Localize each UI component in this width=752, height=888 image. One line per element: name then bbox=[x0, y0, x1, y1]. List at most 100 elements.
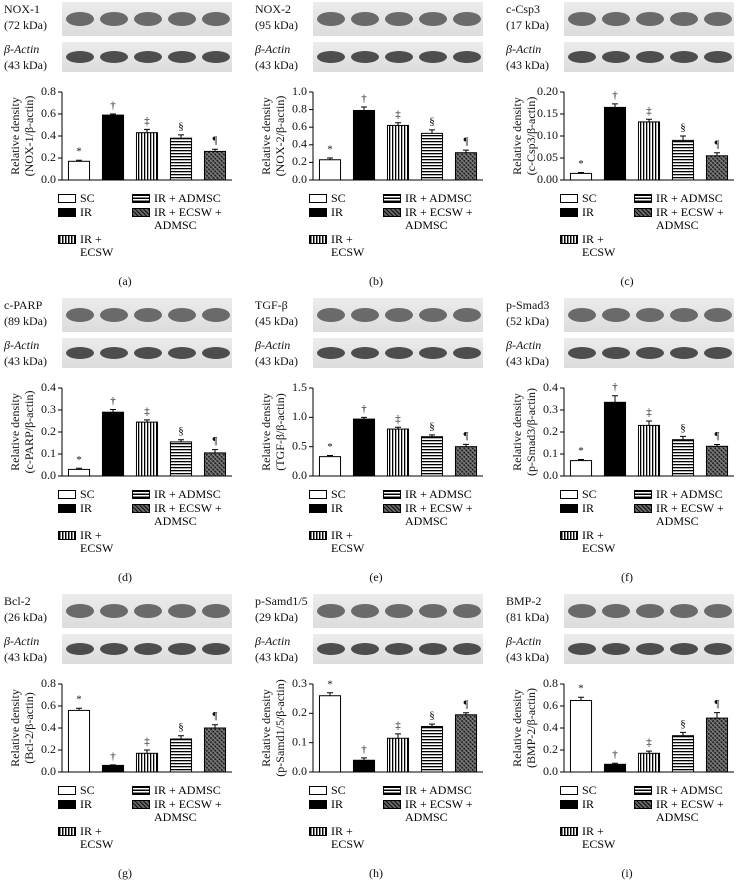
error-bar bbox=[578, 459, 584, 461]
panel: Bcl-2 (26 kDa) β-Actin (43 kDa) 0.0 0.2 0.4 0.6… bbox=[0, 592, 250, 888]
y-tick-label: 1.0 bbox=[292, 84, 307, 98]
bar bbox=[569, 172, 593, 181]
blot-label: (89 kDa) bbox=[4, 314, 47, 328]
blot-band bbox=[419, 347, 447, 359]
y-tick-label: 0.05 bbox=[537, 150, 558, 164]
legend: SC IR + ADMSC IR IR + ECSW + ADMSC IR + ECSW bbox=[309, 488, 501, 555]
blot-band bbox=[670, 51, 698, 63]
legend-label: IR bbox=[331, 501, 343, 515]
panel: c-PARP (89 kDa) β-Actin (43 kDa) 0.0 0.1 0.2 0.… bbox=[0, 296, 250, 592]
legend-item: SC bbox=[309, 784, 383, 797]
legend-item: SC bbox=[309, 192, 383, 205]
blot-band bbox=[385, 643, 413, 655]
significance-label: § bbox=[429, 420, 435, 432]
blot-band bbox=[134, 308, 162, 322]
y-tick-label: 0.0 bbox=[292, 172, 307, 186]
legend-label: IR bbox=[582, 205, 594, 219]
legend: SC IR + ADMSC IR IR + ECSW + ADMSC IR + ECSW bbox=[58, 192, 250, 259]
legend-item: IR + ECSW + ADMSC bbox=[383, 502, 501, 528]
blot-band bbox=[568, 51, 596, 63]
y-axis-label: (p-Smad3/β-actin) bbox=[524, 388, 538, 476]
legend-swatch bbox=[132, 786, 150, 795]
legend-swatch bbox=[383, 786, 401, 795]
panel: BMP-2 (81 kDa) β-Actin (43 kDa) 0.0 0.2 0.4 0.6… bbox=[502, 592, 752, 888]
legend-label: IR + ECSW bbox=[582, 824, 616, 851]
legend-swatch bbox=[560, 827, 578, 836]
legend-label: IR + ECSW bbox=[80, 232, 114, 259]
blot-band bbox=[453, 643, 481, 655]
legend-label: IR + ECSW + ADMSC bbox=[154, 797, 222, 824]
y-tick-label: 0.2 bbox=[292, 705, 307, 719]
y-axis-label: (c-PARP/β-actin) bbox=[22, 391, 36, 474]
significance-label: § bbox=[680, 718, 686, 730]
legend-item: SC bbox=[560, 192, 634, 205]
significance-label: † bbox=[361, 743, 367, 755]
significance-label: § bbox=[429, 710, 435, 722]
blot-band bbox=[385, 12, 413, 26]
y-tick-label: 0.8 bbox=[292, 101, 307, 115]
legend-label: SC bbox=[582, 783, 597, 797]
error-bar bbox=[212, 148, 218, 152]
blot-band bbox=[100, 51, 128, 63]
legend-item: IR bbox=[58, 798, 132, 824]
legend-swatch bbox=[560, 208, 578, 217]
error-bar bbox=[395, 426, 401, 430]
error-bar bbox=[578, 696, 584, 701]
blot-band bbox=[704, 12, 732, 26]
y-tick-label: 0.2 bbox=[543, 424, 558, 438]
legend-item: IR + ADMSC bbox=[383, 192, 501, 205]
error-bar bbox=[714, 152, 720, 156]
legend-item: IR + ECSW + ADMSC bbox=[634, 502, 752, 528]
y-axis-label: Relative density bbox=[259, 393, 273, 471]
significance-label: ‡ bbox=[395, 108, 401, 120]
legend-item: IR + ADMSC bbox=[132, 192, 250, 205]
error-bar bbox=[110, 409, 116, 413]
blot-band bbox=[351, 12, 379, 26]
blot-band bbox=[419, 308, 447, 322]
blot-band bbox=[636, 308, 664, 322]
blot-band bbox=[670, 308, 698, 322]
error-bar bbox=[463, 443, 469, 447]
legend-label: IR bbox=[582, 501, 594, 515]
significance-label: ‡ bbox=[395, 413, 401, 425]
legend-swatch bbox=[58, 235, 76, 244]
significance-label: * bbox=[578, 158, 584, 170]
legend-item: IR bbox=[560, 206, 634, 232]
legend-swatch bbox=[309, 235, 327, 244]
significance-label: ¶ bbox=[715, 430, 720, 442]
blot-band bbox=[317, 347, 345, 359]
blot-band bbox=[385, 604, 413, 618]
y-tick-label: 0.0 bbox=[543, 764, 558, 778]
error-bar bbox=[578, 172, 584, 174]
legend: SC IR + ADMSC IR IR + ECSW + ADMSC IR + ECSW bbox=[560, 488, 752, 555]
y-axis-label: (Bcl-2/β-actin) bbox=[22, 692, 36, 763]
y-tick-label: 0.1 bbox=[543, 446, 558, 460]
legend-swatch bbox=[634, 800, 652, 809]
bar bbox=[203, 727, 227, 773]
y-tick-label: 0.0 bbox=[543, 468, 558, 482]
blot-band bbox=[602, 12, 630, 26]
bar bbox=[101, 411, 125, 477]
bar bbox=[203, 150, 227, 181]
blot-band bbox=[317, 643, 345, 655]
significance-label: ‡ bbox=[646, 105, 652, 117]
y-tick-label: 0.10 bbox=[537, 128, 558, 142]
blot-band bbox=[202, 51, 230, 63]
blot-band bbox=[453, 308, 481, 322]
blot-band bbox=[704, 643, 732, 655]
legend-swatch bbox=[58, 208, 76, 217]
blot-band bbox=[351, 51, 379, 63]
bar bbox=[637, 121, 661, 181]
error-bar bbox=[395, 122, 401, 126]
bar bbox=[705, 717, 729, 773]
y-axis-label: (c-Csp3/β-actin) bbox=[524, 97, 538, 176]
error-bar bbox=[463, 712, 469, 715]
blot-band bbox=[419, 51, 447, 63]
significance-label: § bbox=[429, 115, 435, 127]
y-axis-label: (NOX-2/β-actin) bbox=[273, 96, 287, 177]
legend-swatch bbox=[383, 208, 401, 217]
legend-swatch bbox=[309, 800, 327, 809]
blot-label: β-Actin bbox=[254, 634, 290, 648]
significance-label: * bbox=[76, 146, 82, 158]
significance-label: § bbox=[680, 122, 686, 134]
